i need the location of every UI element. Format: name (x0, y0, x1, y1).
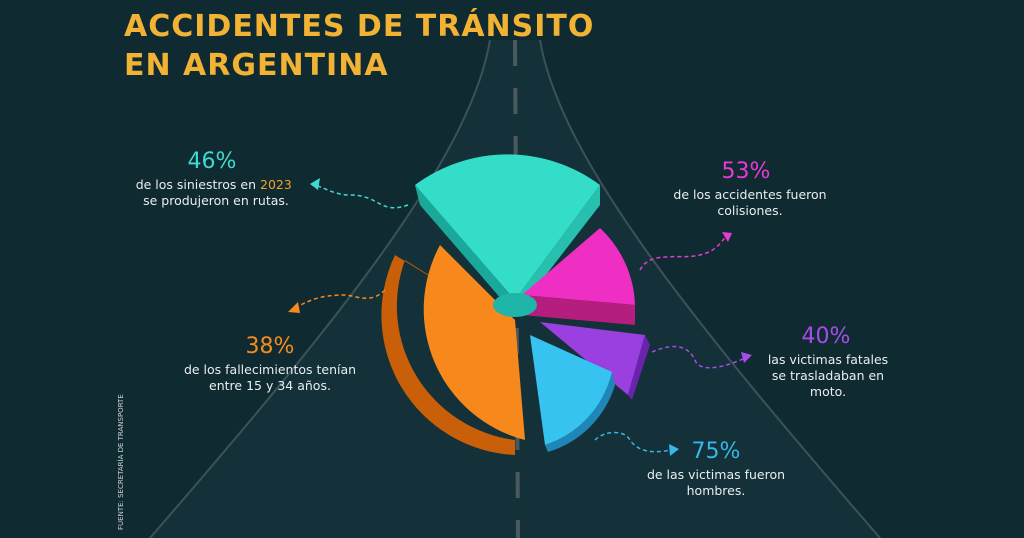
stat-value: 38% (246, 334, 295, 359)
arrow (294, 289, 386, 309)
arrow-head (669, 444, 679, 456)
arrow (594, 431, 673, 453)
pie-decoration (381, 154, 650, 455)
arrow-head (722, 232, 732, 242)
stat-value: 40% (802, 324, 851, 349)
stat-text: hombres. (687, 483, 746, 498)
arrow (651, 345, 746, 369)
title-line: EN ARGENTINA (124, 48, 389, 83)
stat-value: 46% (188, 149, 237, 174)
stat-highlight: 2023 (260, 177, 292, 192)
stat-text: moto. (810, 384, 846, 399)
source: FUENTE: SECRETARÍA DE TRANSPORTE (116, 394, 125, 530)
arrow (639, 235, 729, 271)
stat-text: de los fallecimientos tenían (184, 362, 356, 377)
stat-text: se trasladaban en (772, 368, 884, 383)
stat-text: se produjeron en rutas. (143, 193, 289, 208)
arrow-head (310, 178, 320, 190)
stat-text: de los siniestros en (136, 177, 256, 192)
stat-text: de las victimas fueron (647, 467, 785, 482)
title-line: ACCIDENTES DE TRÁNSITO (124, 8, 594, 44)
road-edge (149, 39, 491, 538)
stat-text: las victimas fatales (768, 352, 888, 367)
stat-value: 53% (722, 159, 771, 184)
road-edge (539, 39, 881, 538)
stat-text: entre 15 y 34 años. (209, 378, 331, 393)
arrow-head (741, 352, 752, 363)
stat-text: de los accidentes fueron (673, 187, 826, 202)
arrow (314, 184, 409, 209)
arrow-head (288, 302, 300, 313)
stat-text: colisiones. (717, 203, 782, 218)
stat-value: 75% (692, 439, 741, 464)
